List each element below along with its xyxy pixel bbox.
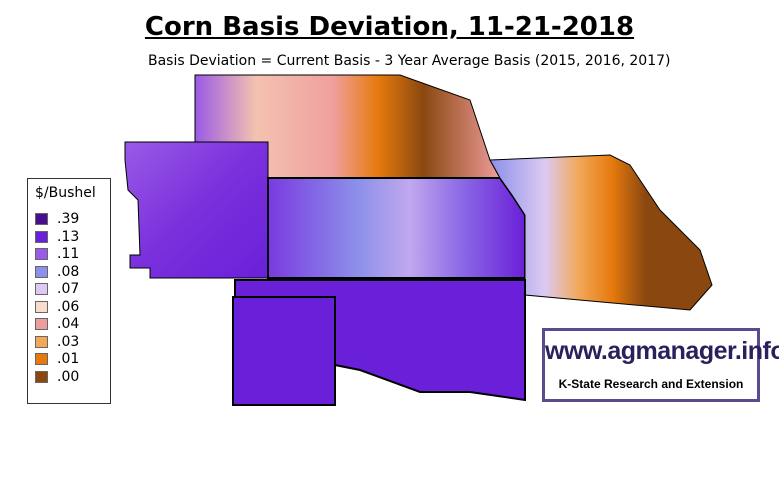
legend-label: .39 xyxy=(57,211,80,227)
colorado-region xyxy=(124,141,269,279)
subtitle: Basis Deviation = Current Basis - 3 Year… xyxy=(148,53,671,69)
missouri-region xyxy=(489,154,713,311)
legend-swatch xyxy=(35,370,48,383)
legend-label: .08 xyxy=(57,263,80,280)
legend: $/Bushel .39.13.11.08.07.06.04.03.01.00 xyxy=(27,178,111,404)
legend-label: .00 xyxy=(57,368,80,385)
legend-label: .01 xyxy=(57,351,80,367)
legend-label: .03 xyxy=(57,333,80,350)
legend-label: .04 xyxy=(57,316,80,332)
legend-label: .07 xyxy=(57,281,80,297)
legend-swatch xyxy=(35,335,48,348)
legend-swatch xyxy=(35,265,48,278)
legend-swatch xyxy=(35,213,48,225)
legend-swatch xyxy=(35,318,48,330)
legend-swatch xyxy=(35,230,48,243)
logo-org: K-State Research and Extension xyxy=(558,377,744,391)
legend-swatch xyxy=(35,300,48,313)
title: Corn Basis Deviation, 11-21-2018 xyxy=(144,12,635,42)
legend-swatch xyxy=(35,283,48,295)
legend-swatch xyxy=(35,248,48,260)
legend-label: .13 xyxy=(57,228,80,245)
kansas-region xyxy=(267,177,526,279)
legend-swatch xyxy=(35,353,48,365)
logo-url: www.agmanager.info xyxy=(545,337,779,365)
legend-label: .06 xyxy=(57,298,80,315)
logo: www.agmanager.info K-State Research and … xyxy=(542,328,779,402)
legend-label: .11 xyxy=(57,246,80,262)
texas-panhandle-region xyxy=(232,296,336,406)
legend-title: $/Bushel xyxy=(35,185,96,201)
